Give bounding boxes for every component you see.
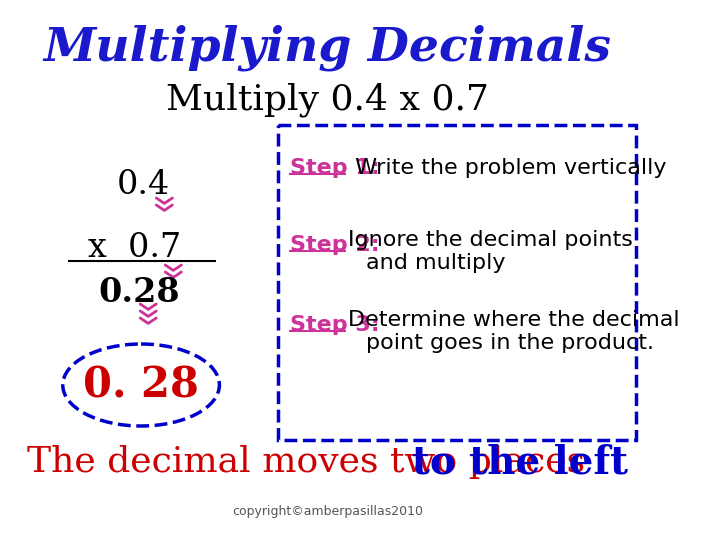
Text: copyright©amberpasillas2010: copyright©amberpasillas2010 bbox=[232, 505, 423, 518]
Text: Determine where the decimal: Determine where the decimal bbox=[348, 310, 680, 330]
Text: Write the problem vertically: Write the problem vertically bbox=[348, 158, 667, 178]
Text: x  0.7: x 0.7 bbox=[89, 232, 181, 264]
Text: Multiply 0.4 x 0.7: Multiply 0.4 x 0.7 bbox=[166, 83, 489, 117]
Text: Step 2:: Step 2: bbox=[289, 235, 379, 255]
Text: Step 1:: Step 1: bbox=[289, 158, 379, 178]
FancyBboxPatch shape bbox=[278, 125, 636, 440]
Text: Ignore the decimal points: Ignore the decimal points bbox=[348, 230, 633, 250]
Text: Multiplying Decimals: Multiplying Decimals bbox=[43, 25, 611, 71]
Text: Step 3:: Step 3: bbox=[289, 315, 379, 335]
Text: 0.4: 0.4 bbox=[117, 169, 171, 201]
Text: 0.28: 0.28 bbox=[99, 275, 180, 308]
Text: to the left: to the left bbox=[413, 443, 629, 481]
Text: and multiply: and multiply bbox=[366, 253, 505, 273]
Text: point goes in the product.: point goes in the product. bbox=[366, 333, 654, 353]
Ellipse shape bbox=[63, 344, 220, 426]
Text: The decimal moves two places: The decimal moves two places bbox=[27, 445, 597, 479]
Text: 0. 28: 0. 28 bbox=[83, 364, 199, 406]
